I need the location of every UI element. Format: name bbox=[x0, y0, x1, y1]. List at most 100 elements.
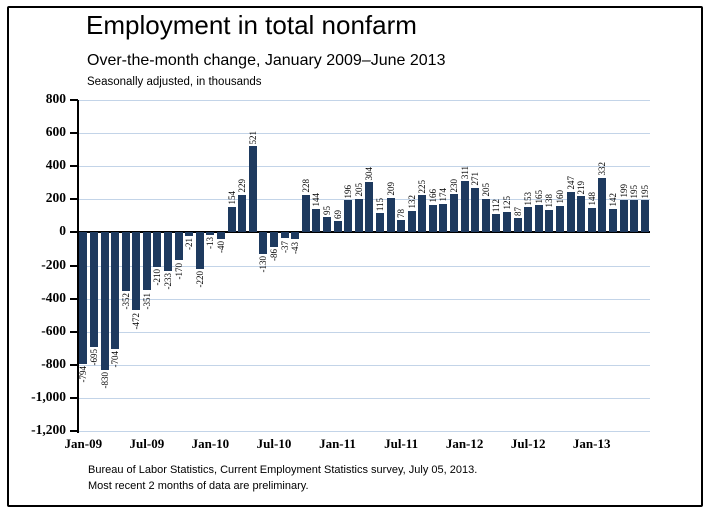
x-axis-tick-label: Jan-09 bbox=[64, 436, 103, 451]
bar-value-label: 219 bbox=[576, 180, 587, 195]
bar bbox=[428, 204, 437, 233]
y-axis-tick-label: -200 bbox=[41, 256, 66, 272]
bar bbox=[164, 232, 172, 271]
bar bbox=[227, 206, 236, 233]
bar bbox=[153, 232, 162, 268]
bar-value-label: -37 bbox=[279, 240, 290, 253]
bar-value-label: 174 bbox=[438, 188, 449, 202]
chart-units-note: Seasonally adjusted, in thousands bbox=[87, 76, 262, 88]
bar bbox=[534, 205, 543, 233]
y-axis-tick-label: -1,200 bbox=[31, 422, 66, 437]
bar-value-label: 142 bbox=[607, 193, 618, 207]
y-axis-line bbox=[77, 100, 79, 433]
bar bbox=[577, 196, 586, 233]
bar-value-label: 132 bbox=[406, 195, 417, 209]
y-axis-tick-label: -1,000 bbox=[31, 388, 66, 404]
bar-value-label: 229 bbox=[237, 179, 248, 193]
bar-value-label: -830 bbox=[99, 371, 110, 389]
bar bbox=[142, 232, 151, 291]
bar bbox=[386, 197, 395, 233]
gridline bbox=[78, 397, 650, 399]
bar-value-label: -40 bbox=[216, 241, 226, 253]
gridline bbox=[78, 298, 650, 300]
footnote-source: Bureau of Labor Statistics, Current Empl… bbox=[88, 464, 478, 476]
bar bbox=[174, 232, 183, 261]
bar bbox=[259, 232, 268, 254]
bar-value-label: 230 bbox=[449, 178, 459, 193]
bar-value-label: 195 bbox=[639, 184, 650, 199]
bar-value-label: 69 bbox=[332, 210, 343, 219]
bar bbox=[322, 216, 331, 233]
x-axis-tick-label: Jan-13 bbox=[572, 436, 611, 451]
bar-value-label: 209 bbox=[385, 182, 396, 196]
bar-value-label: -220 bbox=[194, 270, 205, 288]
bar bbox=[354, 198, 363, 233]
bar bbox=[503, 211, 511, 233]
bar bbox=[556, 205, 564, 233]
y-axis-tick bbox=[70, 165, 78, 168]
bar bbox=[333, 221, 342, 233]
zero-axis-line bbox=[78, 231, 650, 234]
bar bbox=[418, 195, 427, 233]
bar-value-label: 205 bbox=[353, 183, 364, 197]
gridline bbox=[78, 166, 650, 168]
bar-value-label: 195 bbox=[629, 184, 640, 199]
bar-value-label: 304 bbox=[364, 166, 375, 181]
gridline bbox=[78, 364, 650, 366]
bar-value-label: 271 bbox=[470, 172, 481, 186]
y-axis-tick bbox=[70, 132, 78, 135]
bar-value-label: -472 bbox=[131, 312, 142, 330]
bar-value-label: -351 bbox=[141, 292, 152, 310]
bar bbox=[619, 199, 628, 233]
x-axis-tick-label: Jul-09 bbox=[129, 436, 165, 451]
x-axis-tick-label: Jul-12 bbox=[510, 436, 546, 451]
bar-value-label: -695 bbox=[88, 349, 99, 366]
bar bbox=[450, 194, 458, 233]
bar-value-label: -21 bbox=[184, 237, 195, 250]
bar bbox=[566, 191, 575, 233]
bar-value-label: 148 bbox=[586, 192, 597, 206]
bar bbox=[132, 232, 141, 311]
y-axis-tick bbox=[70, 330, 78, 333]
bar bbox=[248, 146, 257, 233]
bar bbox=[111, 232, 120, 349]
bar bbox=[280, 232, 289, 239]
y-axis-tick-label: -800 bbox=[41, 355, 66, 371]
bar-value-label: -13 bbox=[205, 236, 216, 249]
bar bbox=[79, 232, 88, 364]
y-axis-tick-label: 0 bbox=[59, 223, 66, 239]
x-axis-tick-label: Jan-11 bbox=[319, 436, 356, 451]
bar bbox=[397, 219, 406, 233]
bar bbox=[121, 232, 130, 291]
bar-value-label: 153 bbox=[523, 191, 534, 206]
y-axis-tick bbox=[70, 99, 78, 101]
bar-value-label: -130 bbox=[258, 255, 269, 273]
bar-value-label: 166 bbox=[427, 189, 438, 203]
y-axis-tick-label: -400 bbox=[41, 289, 66, 305]
bar bbox=[217, 232, 225, 239]
bar bbox=[195, 232, 204, 269]
y-axis-tick bbox=[70, 231, 78, 234]
bar bbox=[100, 232, 109, 370]
gridline bbox=[78, 100, 650, 101]
bar bbox=[587, 207, 596, 233]
y-axis-tick bbox=[70, 430, 78, 432]
y-axis-tick bbox=[70, 363, 78, 366]
bar bbox=[481, 198, 490, 233]
bar-value-label: 160 bbox=[555, 190, 565, 204]
bar-value-label: -794 bbox=[78, 365, 89, 383]
bar-value-label: 125 bbox=[502, 196, 512, 210]
bar bbox=[206, 232, 215, 235]
bar bbox=[630, 200, 639, 233]
bar bbox=[471, 187, 480, 233]
bar bbox=[185, 232, 194, 236]
gridline bbox=[78, 265, 650, 267]
bar-value-label: -704 bbox=[110, 350, 121, 368]
bar bbox=[407, 210, 416, 233]
bar-value-label: 87 bbox=[512, 207, 523, 216]
bar-value-label: 78 bbox=[396, 208, 407, 218]
bar bbox=[312, 208, 321, 233]
bar bbox=[439, 203, 448, 233]
bar-value-label: 138 bbox=[544, 194, 555, 208]
bar-value-label: -210 bbox=[152, 269, 163, 286]
